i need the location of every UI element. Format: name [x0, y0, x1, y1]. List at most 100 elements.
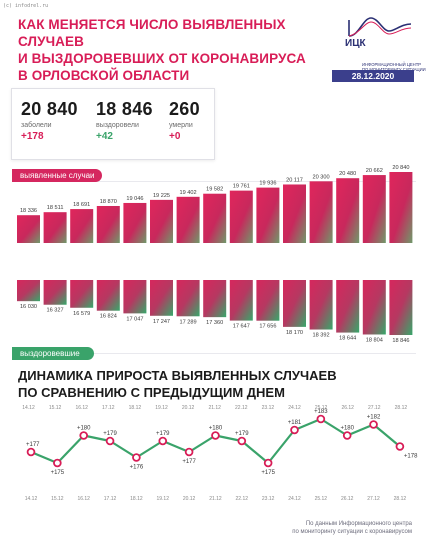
cases-bar-label: 19 046	[126, 196, 143, 202]
x-tick-label: 20.12	[183, 496, 196, 502]
cases-bar	[309, 181, 333, 243]
x-tick-label: 26.12	[341, 496, 354, 502]
stat-value: 20 840	[21, 99, 78, 119]
recovered-bar	[203, 280, 227, 318]
x-tick-label: 27.12	[367, 496, 380, 502]
x-tick-label: 15.12	[49, 405, 62, 411]
data-point	[184, 447, 194, 457]
x-tick-label: 28.12	[395, 405, 408, 411]
data-label: +179	[235, 431, 249, 437]
data-label: +180	[77, 426, 91, 432]
stat-value: 260	[169, 99, 200, 119]
stat-deaths: 260 умерли +0	[169, 99, 200, 142]
x-tick-label: 21.12	[208, 405, 221, 411]
cases-bar-label: 18 511	[47, 205, 64, 211]
footer-note: По данным Информационного центра по мони…	[236, 520, 412, 536]
recovered-bar-label: 18 170	[286, 330, 303, 336]
recovered-bar	[309, 280, 333, 330]
stat-delta: +42	[96, 131, 113, 142]
cases-bar-label: 19 402	[180, 190, 197, 196]
recovered-bar-label: 16 824	[100, 314, 117, 320]
cases-bar-label: 18 870	[100, 199, 117, 205]
title-line: И ВЫЗДОРОВЕВШИХ ОТ КОРОНАВИРУСА	[18, 51, 306, 66]
x-tick-label: 23.12	[262, 496, 275, 502]
stat-delta: +0	[169, 131, 181, 142]
title-line: КАК МЕНЯЕТСЯ ЧИСЛО ВЫЯВЛЕННЫХ СЛУЧАЕВ	[18, 17, 286, 49]
divider	[12, 353, 416, 354]
page-title: КАК МЕНЯЕТСЯ ЧИСЛО ВЫЯВЛЕННЫХ СЛУЧАЕВ И …	[18, 16, 318, 84]
data-point	[79, 431, 88, 440]
x-tick-label: 22.12	[235, 405, 248, 411]
x-tick-label: 26.12	[341, 405, 354, 411]
x-tick-label: 27.12	[368, 405, 381, 411]
x-tick-label: 19.12	[155, 405, 168, 411]
cases-bar	[336, 178, 360, 243]
recovered-bar-label: 18 392	[313, 333, 330, 339]
x-tick-label: 14.12	[22, 405, 35, 411]
x-tick-label: 25.12	[315, 496, 328, 502]
dynamics-title: ДИНАМИКА ПРИРОСТА ВЫЯВЛЕННЫХ СЛУЧАЕВ ПО …	[18, 367, 418, 401]
recovered-bar-label: 17 647	[233, 324, 250, 330]
recovered-bar-label: 18 846	[392, 338, 409, 344]
logo: ИЦК ИНФОРМАЦИОННЫЙ ЦЕНТР ПО МОНИТОРИНГУ …	[345, 16, 426, 77]
x-tick-label: 18.12	[129, 405, 142, 411]
cases-bar-label: 20 300	[313, 174, 330, 180]
cases-bar	[96, 205, 120, 243]
cases-bar	[123, 202, 147, 243]
data-label: +175	[51, 470, 65, 476]
x-tick-label: 24.12	[288, 496, 301, 502]
x-tick-label: 15.12	[51, 496, 64, 502]
x-tick-label: 25.12	[315, 405, 328, 411]
date-badge: 28.12.2020	[332, 70, 414, 82]
cases-bar	[70, 209, 94, 243]
cases-bar	[17, 215, 40, 243]
x-tick-label: 20.12	[182, 405, 195, 411]
stat-label: заболели	[21, 122, 52, 129]
cases-bar	[362, 175, 386, 243]
data-point	[290, 425, 299, 435]
cases-bar-label: 18 336	[20, 208, 37, 214]
data-label: +179	[156, 431, 170, 437]
stat-label: выздоровели	[96, 122, 139, 129]
stat-recovered: 18 846 выздоровели +42	[96, 99, 153, 142]
data-label: +178	[404, 454, 418, 460]
data-point	[26, 447, 36, 457]
recovered-bar-label: 18 804	[366, 337, 383, 343]
data-label: +177	[26, 442, 40, 448]
data-point	[342, 431, 352, 440]
stat-cases: 20 840 заболели +178	[21, 99, 78, 142]
data-point	[395, 442, 405, 451]
data-label: +176	[130, 465, 144, 471]
recovered-bar-label: 17 360	[206, 320, 223, 326]
recovered-bar	[283, 280, 306, 327]
data-point	[53, 458, 62, 468]
recovered-bar	[96, 280, 120, 311]
cases-bar-label: 20 662	[366, 168, 383, 174]
cases-bar-label: 19 225	[153, 193, 170, 199]
recovered-bar	[256, 280, 280, 321]
title-line: В ОРЛОВСКОЙ ОБЛАСТИ	[18, 68, 190, 83]
x-tick-label: 14.12	[25, 496, 38, 502]
recovered-bar-label: 16 030	[20, 304, 37, 310]
x-tick-label: 23.12	[262, 405, 275, 411]
stat-value: 18 846	[96, 99, 153, 119]
data-label: +180	[209, 426, 223, 432]
cases-bar	[256, 187, 280, 243]
logo-name: ИЦК	[345, 38, 366, 49]
data-point	[237, 436, 247, 446]
x-tick-label: 21.12	[209, 496, 222, 502]
cases-bar-label: 20 840	[392, 165, 409, 171]
data-label: +182	[367, 415, 381, 421]
cases-bar-label: 19 936	[259, 181, 276, 187]
stats-panel: 20 840 заболели +178 18 846 выздоровели …	[11, 88, 215, 160]
footer-line: По данным Информационного центра	[305, 521, 412, 527]
cases-bar-label: 20 117	[286, 177, 303, 183]
data-label: +180	[340, 426, 354, 432]
cases-bar	[283, 184, 306, 243]
recovered-bar-label: 17 289	[180, 319, 197, 325]
cases-label: выявленные случаи	[12, 169, 102, 182]
cases-bar	[203, 193, 227, 243]
data-label: +177	[182, 459, 196, 465]
recovered-bar	[336, 280, 360, 333]
recovered-label: выздоровевшие	[12, 347, 94, 360]
